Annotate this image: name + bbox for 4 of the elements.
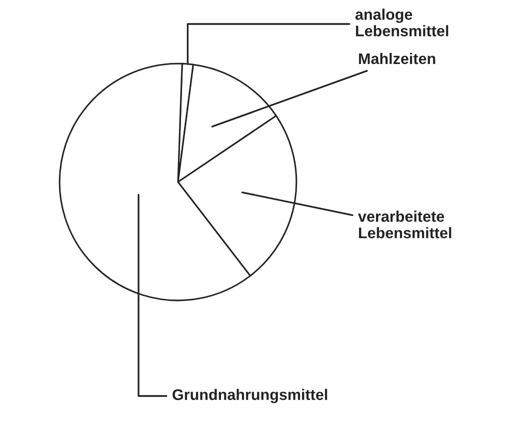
slice-label: analoge Lebensmittel: [355, 8, 448, 36]
slice-label: Mahlzeiten: [359, 52, 436, 64]
slice-label: verarbeitete Lebensmittel: [358, 210, 452, 238]
slice-label: Grundnahrungsmittel: [172, 388, 328, 404]
